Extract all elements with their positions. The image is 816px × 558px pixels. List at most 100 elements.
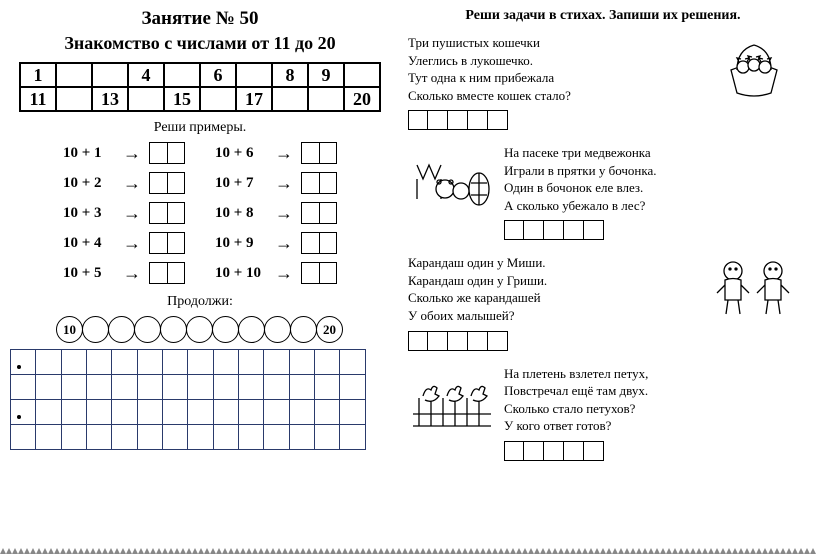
task-illustration [408,365,496,435]
example-row: 10 + 4 → [63,232,185,254]
answer-box [149,142,185,164]
answer-box [301,232,337,254]
number-cell: 8 [272,63,308,87]
answer-boxes [408,331,702,351]
task-illustration [710,254,798,324]
examples-label: Реши примеры. [10,120,390,136]
poem-task: На плетень взлетел петух,Повстречал ещё … [408,365,798,461]
poem-task: На пасеке три медвежонкаИграли в прятки … [408,144,798,240]
task-illustration [408,144,496,214]
example-expression: 10 + 2 [63,175,115,192]
number-grid: 1 4 6 89 11 13 15 17 20 [19,62,381,112]
example-expression: 10 + 9 [215,235,267,252]
example-row: 10 + 8 → [215,202,337,224]
arrow-icon: → [275,263,293,284]
dot-icon [17,415,21,419]
arrow-icon: → [275,203,293,224]
number-cell [308,87,344,111]
number-cell: 6 [200,63,236,87]
writing-grid [10,349,390,450]
arrow-icon: → [275,173,293,194]
chain-circle [82,316,109,343]
example-row: 10 + 9 → [215,232,337,254]
number-cell [344,63,380,87]
footer-ornament [0,548,816,556]
example-expression: 10 + 8 [215,205,267,222]
arrow-icon: → [123,143,141,164]
number-cell: 9 [308,63,344,87]
number-cell [164,63,200,87]
answer-box [149,172,185,194]
arrow-icon: → [123,173,141,194]
circle-chain: 10 20 [10,316,390,343]
arrow-icon: → [275,143,293,164]
poem-text: Карандаш один у Миши.Карандаш один у Гри… [408,254,702,324]
chain-circle [290,316,317,343]
chain-circle [160,316,187,343]
example-expression: 10 + 6 [215,145,267,162]
number-cell [236,63,272,87]
chain-circle [134,316,161,343]
answer-boxes [504,441,798,461]
chain-circle: 10 [56,316,83,343]
example-expression: 10 + 4 [63,235,115,252]
example-row: 10 + 10 → [215,262,337,284]
example-expression: 10 + 1 [63,145,115,162]
arrow-icon: → [275,233,293,254]
example-row: 10 + 7→ [215,172,337,194]
number-cell: 1 [20,63,56,87]
task-illustration [710,34,798,104]
answer-box [301,142,337,164]
answer-box [149,232,185,254]
arrow-icon: → [123,233,141,254]
chain-circle [212,316,239,343]
chain-circle [186,316,213,343]
example-expression: 10 + 10 [215,265,267,282]
poem-task: Карандаш один у Миши.Карандаш один у Гри… [408,254,798,350]
number-cell: 15 [164,87,200,111]
right-column: Реши задачи в стихах. Запиши их решения.… [408,8,798,475]
example-expression: 10 + 3 [63,205,115,222]
example-row: 10 + 1 → [63,142,185,164]
lesson-title: Занятие № 50 [10,8,390,30]
example-row: 10 + 6 → [215,142,337,164]
answer-box [149,262,185,284]
number-cell: 4 [128,63,164,87]
example-row: 10 + 3 → [63,202,185,224]
left-column: Занятие № 50 Знакомство с числами от 11 … [10,8,390,475]
roosters-fence-icon [409,366,495,434]
answer-box [301,262,337,284]
number-cell [128,87,164,111]
number-cell [272,87,308,111]
arrow-icon: → [123,263,141,284]
arrow-icon: → [123,203,141,224]
number-cell: 11 [20,87,56,111]
chain-circle [108,316,135,343]
answer-boxes [408,110,702,130]
number-cell: 17 [236,87,272,111]
poem-text: На плетень взлетел петух,Повстречал ещё … [504,365,798,435]
dot-icon [17,365,21,369]
poem-task: Три пушистых кошечкиУлеглись в лукошечко… [408,34,798,130]
chain-circle: 20 [316,316,343,343]
number-cell: 20 [344,87,380,111]
poem-text: На пасеке три медвежонкаИграли в прятки … [504,144,798,214]
examples-block: 10 + 1 → 10 + 2 → 10 + 3 → 10 + 4 → 10 + 5 → 10 +… [10,142,390,284]
poem-text: Три пушистых кошечкиУлеглись в лукошечко… [408,34,702,104]
answer-boxes [504,220,798,240]
right-heading: Реши задачи в стихах. Запиши их решения. [408,8,798,24]
chain-circle [238,316,265,343]
continue-label: Продолжи: [10,294,390,310]
example-expression: 10 + 5 [63,265,115,282]
basket-cats-icon [711,35,797,103]
bears-barrel-icon [409,145,495,213]
number-cell [92,63,128,87]
example-row: 10 + 2 → [63,172,185,194]
number-cell: 13 [92,87,128,111]
answer-box [149,202,185,224]
chain-circle [264,316,291,343]
two-boys-icon [711,255,797,323]
answer-box [301,172,337,194]
number-cell [200,87,236,111]
continue-block: Продолжи: 10 20 [10,294,390,343]
